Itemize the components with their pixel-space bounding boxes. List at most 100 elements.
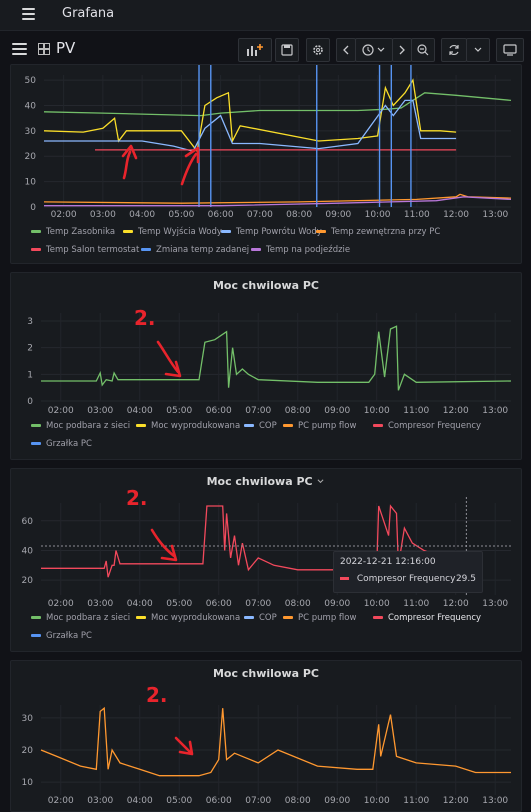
- moc-legend-2: Moc podbara z sieci Moc wyprodukowana COP P…: [11, 613, 521, 649]
- temperature-chart: 0 10 20 30 40 50 02:00 03:00 04:00 05:00 06:00 07:0…: [25, 65, 512, 220]
- y-tick-label: 20: [22, 746, 34, 756]
- legend-swatch: [31, 230, 41, 233]
- panel-title-text: Moc chwilowa PC: [206, 475, 313, 488]
- time-forward-button[interactable]: [392, 38, 412, 62]
- legend-item[interactable]: Grzałka PC: [31, 439, 92, 449]
- dashboard-title[interactable]: PV: [56, 39, 76, 57]
- moc-chart-2: 20 40 60 02:00 03:00 04:00 05:00 06:00 07:00 08:0…: [22, 497, 511, 609]
- legend-swatch: [31, 424, 41, 427]
- legend-item[interactable]: Temp Wyjścia Wody: [123, 227, 222, 237]
- time-picker-button[interactable]: [355, 38, 393, 62]
- panel-moc-3[interactable]: Moc chwilowa PC 10 20 30 02:00 03:00 04:00 05:…: [10, 660, 522, 812]
- legend-swatch: [136, 616, 146, 619]
- chevron-right-icon: [399, 45, 405, 55]
- chevron-down-icon[interactable]: [316, 478, 325, 485]
- x-tick-label: 13:00: [482, 210, 508, 220]
- clock-icon: [362, 44, 385, 56]
- settings-button[interactable]: [306, 38, 330, 62]
- legend-item[interactable]: Zmiana temp zadanej: [141, 245, 249, 255]
- y-tick-label: 3: [27, 317, 33, 327]
- legend-label: Temp Wyjścia Wody: [138, 227, 222, 237]
- chevron-down-icon: [474, 47, 482, 52]
- save-icon: [281, 44, 293, 56]
- x-tick-label: 09:00: [324, 796, 350, 806]
- x-tick-label: 08:00: [285, 796, 311, 806]
- x-tick-label: 07:00: [245, 796, 271, 806]
- x-tick-label: 02:00: [51, 210, 77, 220]
- dashboards-grid-icon[interactable]: [38, 43, 50, 55]
- x-tick-label: 03:00: [87, 599, 113, 609]
- legend-item[interactable]: Compresor Frequency: [373, 421, 481, 431]
- legend-item[interactable]: Temp Salon termostat: [31, 245, 139, 255]
- y-tick-label: 10: [22, 778, 34, 788]
- legend-swatch: [283, 616, 293, 619]
- x-tick-label: 05:00: [166, 406, 192, 416]
- moc-chart-1: 0 1 2 3 02:00 03:00 04:00 05:00 06:00 07:00 08:00 0…: [27, 313, 512, 416]
- legend-swatch: [244, 424, 254, 427]
- legend-item[interactable]: Temp na podjeździe: [251, 245, 350, 255]
- x-tick-label: 09:00: [324, 406, 350, 416]
- panel-moc-1[interactable]: Moc chwilowa PC 0 1 2 3 02:00 03:00 04:00 05:00…: [10, 272, 522, 460]
- legend-item[interactable]: Moc podbara z sieci: [31, 613, 130, 623]
- legend-item[interactable]: Moc wyprodukowana: [136, 613, 240, 623]
- series-line: [43, 78, 457, 153]
- add-panel-button[interactable]: [238, 38, 272, 62]
- legend-swatch: [373, 424, 383, 427]
- legend-swatch: [31, 616, 41, 619]
- legend-label: Compresor Frequency: [388, 613, 482, 623]
- x-tick-label: 03:00: [87, 796, 113, 806]
- legend-item[interactable]: Temp Zasobnika: [31, 227, 115, 237]
- x-tick-label: 05:00: [166, 796, 192, 806]
- legend-swatch: [141, 248, 151, 251]
- x-tick-label: 10:00: [364, 599, 390, 609]
- panel-temperatures[interactable]: 0 10 20 30 40 50 02:00 03:00 04:00 05:00 06:00 07:0…: [10, 64, 522, 264]
- x-tick-label: 05:00: [166, 599, 192, 609]
- legend-item[interactable]: Temp zewnętrzna przy PC: [316, 227, 440, 237]
- y-tick-label: 40: [25, 101, 37, 111]
- y-tick-label: 60: [22, 517, 34, 527]
- tv-icon: [503, 44, 517, 56]
- legend-item[interactable]: PC pump flow: [283, 421, 356, 431]
- legend-item[interactable]: PC pump flow: [283, 613, 356, 623]
- refresh-button[interactable]: [441, 38, 467, 62]
- zoom-out-button[interactable]: [411, 38, 435, 62]
- chevron-left-icon: [343, 45, 349, 55]
- y-tick-label: 2: [27, 344, 33, 354]
- x-tick-label: 05:00: [168, 210, 194, 220]
- legend-label: Moc podbara z sieci: [46, 421, 131, 431]
- tooltip-row: Compresor Frequency 29.5: [340, 574, 476, 584]
- panel-title[interactable]: Moc chwilowa PC: [11, 475, 521, 488]
- y-tick-label: 40: [22, 546, 34, 556]
- y-tick-label: 20: [22, 576, 34, 586]
- legend-item[interactable]: Grzałka PC: [31, 631, 92, 641]
- x-tick-label: 13:00: [482, 406, 508, 416]
- legend-item[interactable]: COP: [244, 613, 277, 623]
- app-title: Grafana: [62, 6, 115, 21]
- menu-icon[interactable]: [22, 8, 35, 20]
- series-line: [43, 92, 512, 117]
- save-button[interactable]: [275, 38, 299, 62]
- tv-mode-button[interactable]: [496, 38, 524, 62]
- x-tick-label: 12:00: [443, 796, 469, 806]
- legend-label: PC pump flow: [298, 613, 357, 623]
- x-tick-label: 04:00: [127, 599, 153, 609]
- legend-item[interactable]: Temp Powrótu Wody: [221, 227, 322, 237]
- side-menu-icon[interactable]: [12, 43, 27, 55]
- refresh-icon: [449, 44, 459, 56]
- x-tick-label: 10:00: [364, 796, 390, 806]
- time-back-button[interactable]: [336, 38, 356, 62]
- legend-label: Compresor Frequency: [388, 421, 482, 431]
- x-tick-label: 09:00: [325, 210, 351, 220]
- series-line: [41, 504, 464, 578]
- x-tick-label: 12:00: [443, 210, 469, 220]
- refresh-interval-button[interactable]: [466, 38, 490, 62]
- legend-swatch: [31, 442, 41, 445]
- legend-item[interactable]: COP: [244, 421, 277, 431]
- y-tick-label: 1: [27, 370, 33, 380]
- x-tick-label: 07:00: [245, 599, 271, 609]
- legend-item[interactable]: Moc podbara z sieci: [31, 421, 130, 431]
- legend-item[interactable]: Moc wyprodukowana: [136, 421, 240, 431]
- y-tick-label: 0: [30, 203, 36, 213]
- legend-swatch: [283, 424, 293, 427]
- legend-item[interactable]: Compresor Frequency: [373, 613, 481, 623]
